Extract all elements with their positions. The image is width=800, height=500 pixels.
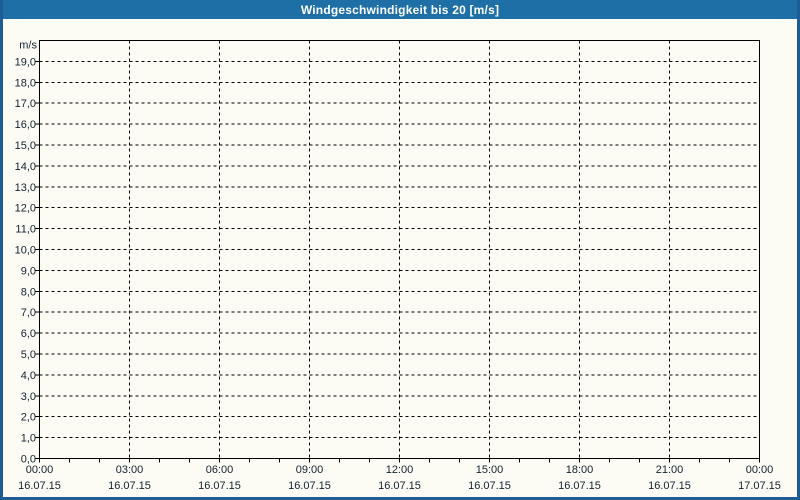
x-tick-time-label: 12:00 (386, 464, 414, 476)
x-tick-date-label: 16.07.15 (648, 480, 691, 492)
y-tick-label: 14,0 (15, 161, 36, 173)
x-tick-time-label: 18:00 (566, 464, 594, 476)
chart-title: Windgeschwindigkeit bis 20 [m/s] (300, 2, 500, 17)
x-tick-date-label: 16.07.15 (558, 480, 601, 492)
y-tick-label: 1,0 (21, 433, 36, 445)
y-tick-label: 16,0 (15, 119, 36, 131)
x-tick-date-label: 16.07.15 (18, 480, 61, 492)
y-tick-label: 17,0 (15, 98, 36, 110)
y-tick-label: 13,0 (15, 182, 36, 194)
x-tick-date-label: 16.07.15 (468, 480, 511, 492)
y-tick-label: 7,0 (21, 307, 36, 319)
y-tick-label: 0,0 (21, 454, 36, 466)
y-tick-label: 19,0 (15, 56, 36, 68)
y-tick-label: 10,0 (15, 245, 36, 257)
x-tick-date-label: 16.07.15 (108, 480, 151, 492)
y-tick-label: 5,0 (21, 349, 36, 361)
y-tick-label: 15,0 (15, 140, 36, 152)
x-tick-time-label: 00:00 (746, 464, 774, 476)
y-tick-label: 12,0 (15, 203, 36, 215)
y-tick-label: 6,0 (21, 328, 36, 340)
y-tick-label: 8,0 (21, 286, 36, 298)
x-tick-date-label: 16.07.15 (378, 480, 421, 492)
x-tick-time-label: 06:00 (206, 464, 234, 476)
x-tick-time-label: 03:00 (116, 464, 144, 476)
x-tick-date-label: 16.07.15 (288, 480, 331, 492)
y-tick-label: 9,0 (21, 265, 36, 277)
y-tick-label: 2,0 (21, 412, 36, 424)
y-tick-label: 11,0 (15, 224, 36, 236)
x-tick-time-label: 00:00 (26, 464, 54, 476)
x-tick-date-label: 17.07.15 (738, 480, 781, 492)
y-tick-label: 4,0 (21, 370, 36, 382)
x-tick-time-label: 21:00 (656, 464, 684, 476)
chart-title-bar: Windgeschwindigkeit bis 20 [m/s] (3, 0, 797, 19)
x-tick-time-label: 09:00 (296, 464, 324, 476)
y-unit-label: m/s (19, 40, 37, 52)
x-tick-date-label: 16.07.15 (198, 480, 241, 492)
y-tick-label: 3,0 (21, 391, 36, 403)
y-tick-label: 18,0 (15, 77, 36, 89)
x-tick-time-label: 15:00 (476, 464, 504, 476)
